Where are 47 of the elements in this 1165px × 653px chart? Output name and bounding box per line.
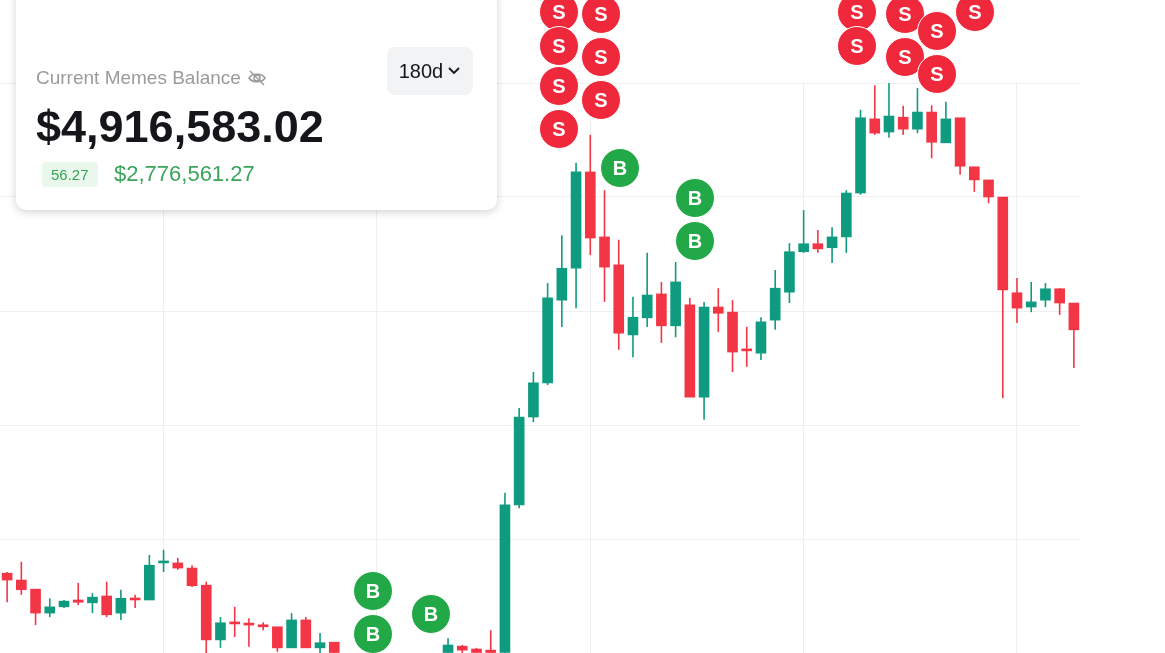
letter-badge-icon: S: [885, 0, 925, 34]
candlestick: [1040, 282, 1051, 308]
candlestick: [87, 592, 98, 614]
letter-badge-icon: S: [885, 37, 925, 77]
candlestick: [798, 209, 809, 254]
letter-badge-icon: S: [581, 0, 621, 34]
candlestick: [1054, 287, 1065, 316]
text: 180d: [398, 59, 444, 82]
letter-badge-icon: S: [581, 37, 621, 77]
letter-badge-icon: B: [353, 614, 393, 653]
candlestick: [869, 84, 881, 136]
candlestick: [485, 629, 497, 653]
candlestick: [897, 105, 909, 136]
letter-badge-icon: B: [600, 148, 640, 188]
candlestick: [641, 252, 653, 328]
letter-badge-icon: S: [917, 11, 957, 51]
letter-badge-icon: B: [353, 571, 393, 611]
letter-badge-icon: B: [675, 178, 715, 218]
candlestick: [272, 625, 283, 653]
candlestick: [883, 82, 895, 139]
candlestick: [912, 87, 923, 134]
candlestick: [215, 616, 226, 649]
candlestick: [314, 632, 326, 653]
candlestick: [812, 229, 824, 254]
candlestick: [1011, 277, 1023, 324]
letter-badge-icon: S: [539, 66, 579, 106]
candlestick: [72, 582, 84, 606]
candlestick: [627, 295, 639, 358]
chart-subtitle: $4,916,583.02: [36, 101, 324, 153]
candlestick: [826, 226, 838, 264]
candlestick: [712, 287, 724, 333]
letter-badge-icon: S: [837, 26, 877, 66]
letter-badge-icon: S: [581, 80, 621, 120]
annotation: $2,776,561.27: [114, 161, 255, 187]
chart-title: Current Memes Balance: [36, 67, 241, 89]
letter-badge-icon: S: [917, 54, 957, 94]
letter-badge-icon: B: [411, 594, 451, 634]
candlestick: [968, 165, 980, 193]
letter-badge-icon: B: [675, 221, 715, 261]
letter-badge-icon: S: [539, 109, 579, 149]
candlestick: [101, 580, 113, 618]
candlestick: [16, 561, 27, 596]
annotation: 56.27: [42, 162, 98, 187]
letter-badge-icon: S: [539, 26, 579, 66]
candlestick: [186, 564, 198, 588]
candlestick: [115, 588, 127, 621]
letter-badge-icon: S: [955, 0, 995, 32]
